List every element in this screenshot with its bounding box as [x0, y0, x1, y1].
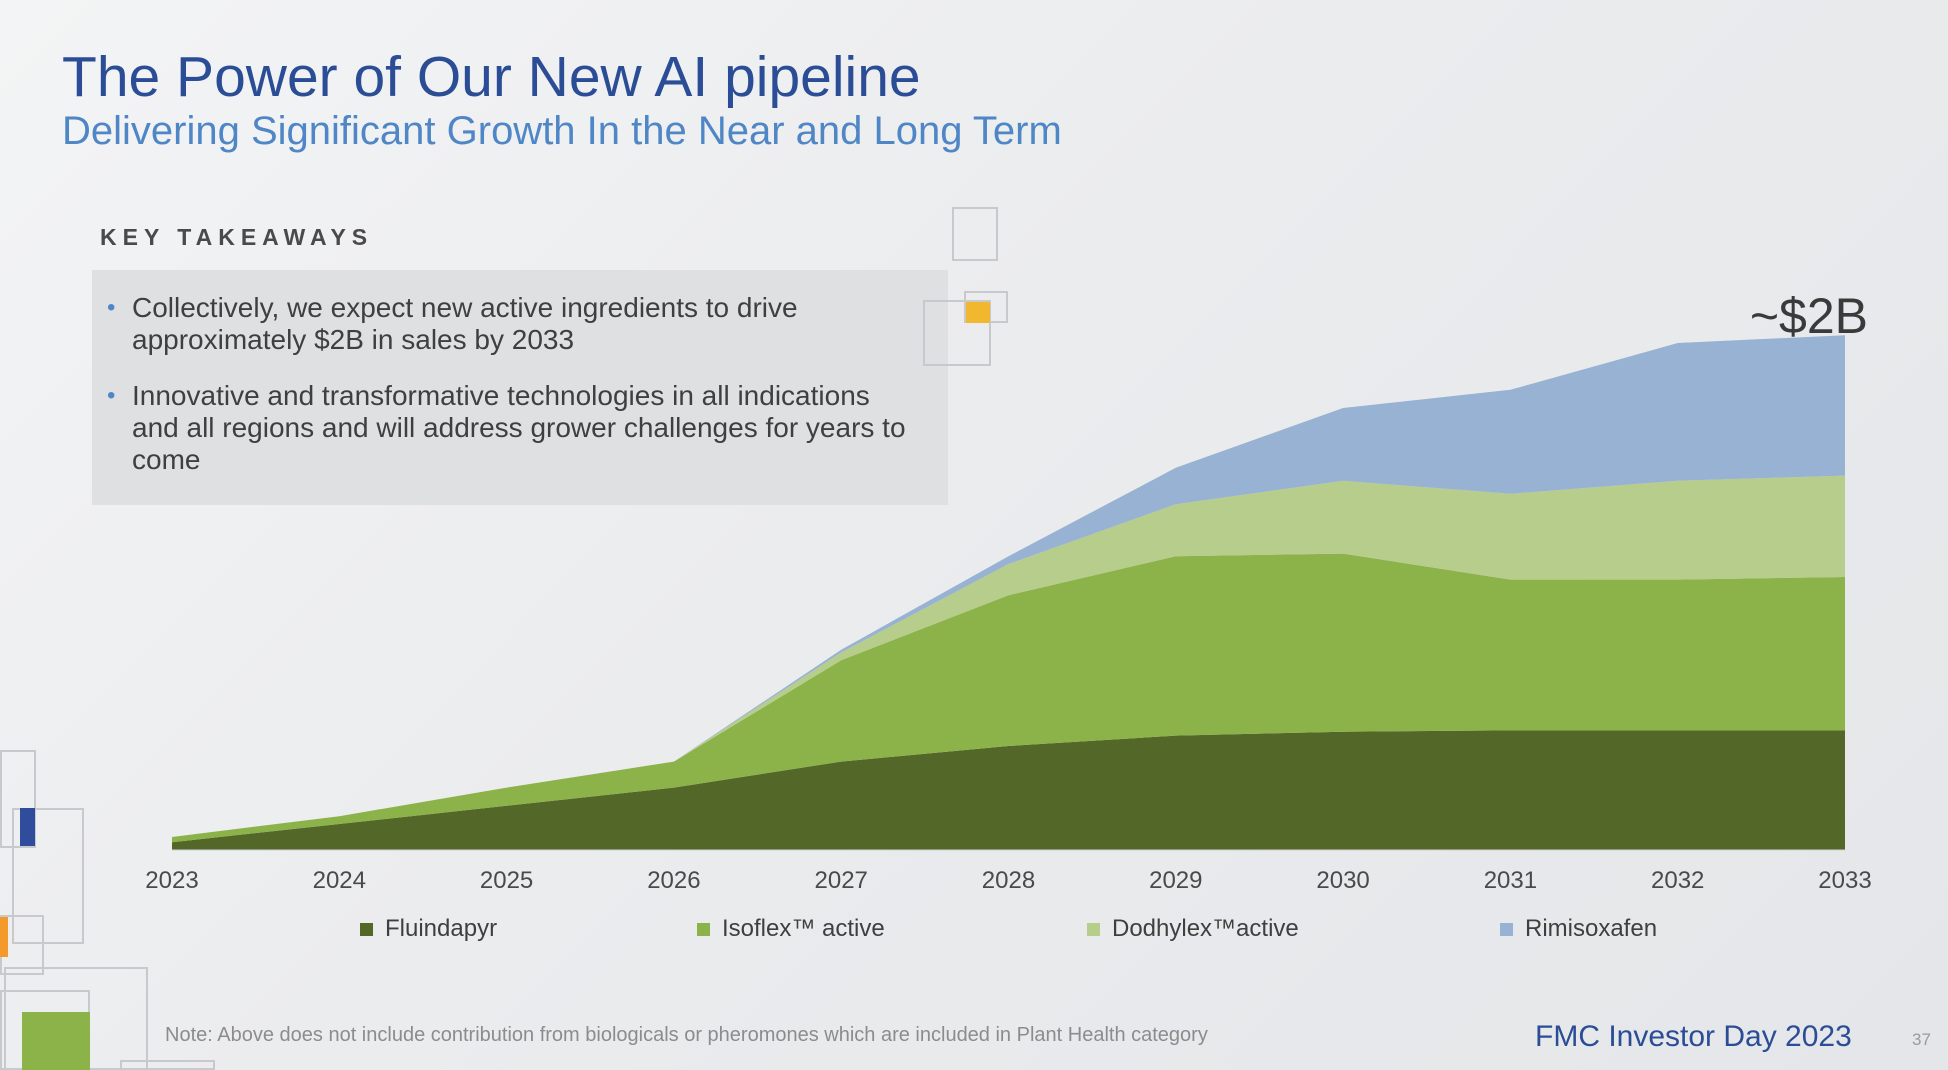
- deco-square-blue: [20, 808, 35, 846]
- chart-annotation-total: ~$2B: [1750, 288, 1868, 344]
- area-series-3: [172, 475, 1845, 837]
- legend-swatch: [697, 922, 710, 936]
- legend-item: Rimisoxafen: [1500, 915, 1657, 943]
- footer-brand: FMC Investor Day 2023: [1535, 1020, 1852, 1053]
- legend-label: Isoflex™ active: [722, 915, 885, 942]
- page-number: 37: [1912, 1030, 1931, 1049]
- x-tick-label: 2029: [1149, 867, 1202, 894]
- chart-areas: [172, 335, 1845, 850]
- legend-swatch: [360, 922, 373, 936]
- key-takeaways-heading: KEY TAKEAWAYS: [100, 224, 374, 250]
- legend-label: Rimisoxafen: [1525, 915, 1658, 942]
- x-axis-ticks: 2023 2024 2025 2026 2027 2028 2029 2030 2031 2032…: [145, 867, 1871, 894]
- legend-swatch: [1500, 922, 1513, 936]
- page-title: The Power of Our New AI pipeline: [62, 45, 921, 109]
- area-series-1: [172, 730, 1845, 850]
- chart-legend: Fluindapyr Isoflex™ active Dodhylex™active…: [0, 915, 1948, 949]
- x-tick-label: 2026: [647, 867, 700, 894]
- x-tick-label: 2032: [1651, 867, 1704, 894]
- x-tick-label: 2023: [145, 867, 198, 894]
- x-tick-label: 2028: [982, 867, 1035, 894]
- legend-item: Dodhylex™active: [1087, 915, 1299, 943]
- x-tick-label: 2030: [1316, 867, 1369, 894]
- area-series-2: [172, 553, 1845, 843]
- deco-square-green: [22, 1012, 90, 1070]
- deco-square-outline: [952, 207, 998, 261]
- deco-square-orange: [0, 917, 8, 957]
- footnote: Note: Above does not include contributio…: [165, 1024, 1208, 1046]
- page-subtitle: Delivering Significant Growth In the Nea…: [62, 109, 1062, 153]
- deco-square-outline: [923, 300, 991, 366]
- deco-square-yellow: [966, 302, 990, 323]
- deco-square-outline: [0, 750, 36, 848]
- key-takeaways-list: Collectively, we expect new active ingre…: [92, 270, 948, 476]
- x-tick-label: 2024: [313, 867, 366, 894]
- x-tick-label: 2027: [815, 867, 868, 894]
- x-tick-label: 2025: [480, 867, 533, 894]
- legend-label: Fluindapyr: [385, 915, 498, 942]
- key-takeaways-box: Collectively, we expect new active ingre…: [92, 270, 948, 505]
- deco-square-outline: [120, 1060, 215, 1070]
- legend-label: Dodhylex™active: [1112, 915, 1299, 942]
- legend-item: Isoflex™ active: [697, 915, 885, 943]
- legend-swatch: [1087, 922, 1100, 936]
- x-tick-label: 2033: [1818, 867, 1871, 894]
- deco-square-outline: [12, 808, 84, 944]
- takeaway-bullet-1: Collectively, we expect new active ingre…: [107, 292, 912, 356]
- x-tick-label: 2031: [1484, 867, 1537, 894]
- takeaway-bullet-2: Innovative and transformative technologi…: [107, 380, 912, 476]
- legend-item: Fluindapyr: [360, 915, 497, 943]
- area-series-4: [172, 335, 1845, 837]
